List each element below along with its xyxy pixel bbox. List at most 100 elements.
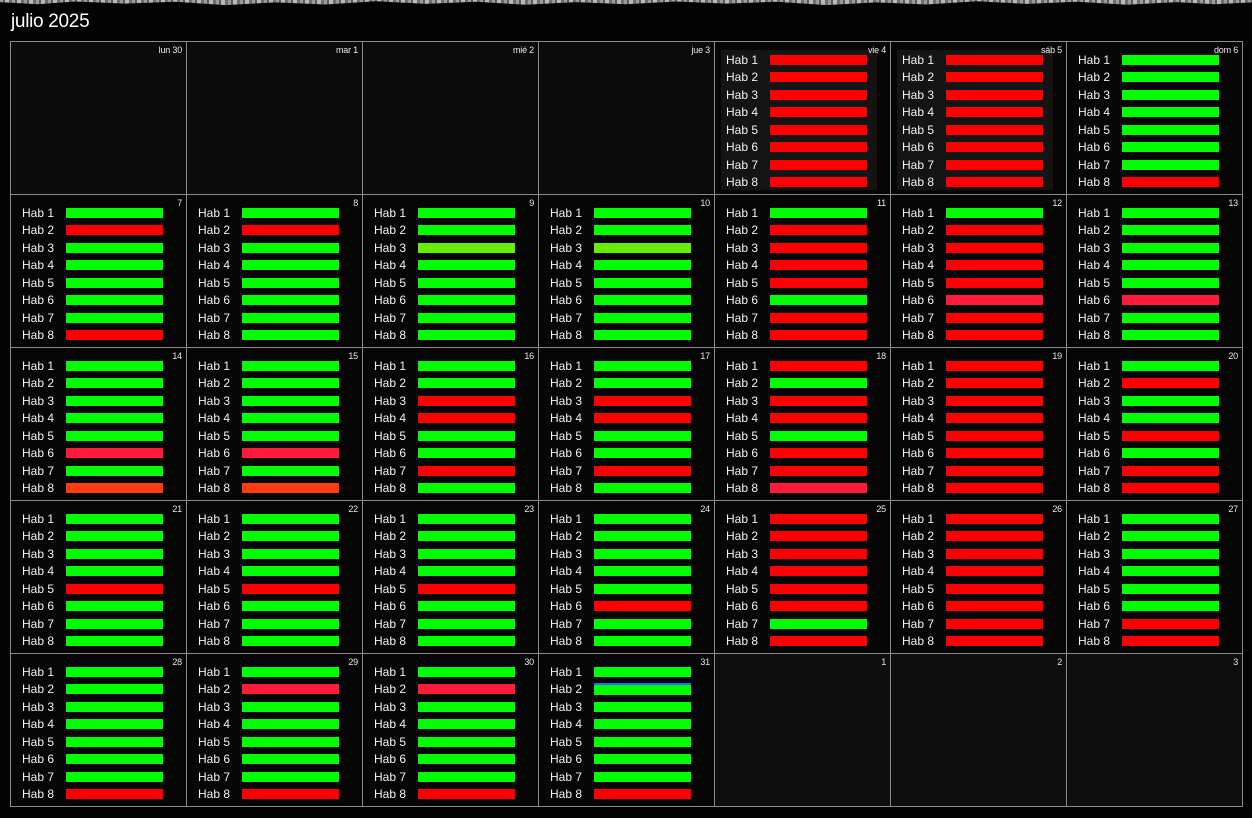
room-row[interactable]: Hab 2 [17, 682, 172, 697]
room-available-bar[interactable] [1122, 312, 1219, 323]
room-occupied-bar[interactable] [594, 465, 691, 476]
room-row[interactable]: Hab 3 [369, 546, 524, 561]
room-available-bar[interactable] [242, 771, 339, 782]
room-row[interactable]: Hab 8 [369, 634, 524, 649]
room-available-bar[interactable] [594, 719, 691, 730]
room-occupied-bar[interactable] [418, 465, 515, 476]
room-available-bar[interactable] [242, 666, 339, 677]
room-available-bar[interactable] [242, 360, 339, 371]
room-available-bar[interactable] [66, 566, 163, 577]
room-row[interactable]: Hab 7 [721, 310, 876, 325]
room-row[interactable]: Hab 7 [193, 310, 348, 325]
room-row[interactable]: Hab 7 [369, 310, 524, 325]
room-row[interactable]: Hab 4 [17, 258, 172, 273]
room-available-bar[interactable] [418, 548, 515, 559]
room-row[interactable]: Hab 2 [897, 70, 1052, 85]
room-row[interactable]: Hab 7 [17, 616, 172, 631]
room-occupied-bar[interactable] [242, 483, 339, 494]
room-occupied-bar[interactable] [946, 277, 1043, 288]
room-row[interactable]: Hab 5 [17, 428, 172, 443]
room-row[interactable]: Hab 1 [17, 664, 172, 679]
room-available-bar[interactable] [418, 719, 515, 730]
room-row[interactable]: Hab 3 [721, 546, 876, 561]
room-available-bar[interactable] [594, 548, 691, 559]
room-row[interactable]: Hab 6 [545, 446, 700, 461]
day-cell[interactable]: 24 Hab 1 Hab 2 Hab 3 Hab 4 Hab 5 Hab 6 Hab 7 Hab… [539, 501, 715, 654]
room-row[interactable]: Hab 6 [193, 293, 348, 308]
room-row[interactable]: Hab 7 [369, 463, 524, 478]
room-available-bar[interactable] [242, 312, 339, 323]
room-row[interactable]: Hab 1 [721, 511, 876, 526]
room-available-bar[interactable] [770, 430, 867, 441]
room-available-bar[interactable] [1122, 225, 1219, 236]
room-occupied-bar[interactable] [770, 636, 867, 647]
room-occupied-bar[interactable] [594, 395, 691, 406]
room-row[interactable]: Hab 3 [1073, 87, 1228, 102]
room-available-bar[interactable] [594, 754, 691, 765]
room-available-bar[interactable] [242, 736, 339, 747]
room-occupied-bar[interactable] [770, 330, 867, 341]
room-row[interactable]: Hab 1 [1073, 358, 1228, 373]
room-occupied-bar[interactable] [946, 483, 1043, 494]
room-available-bar[interactable] [594, 566, 691, 577]
room-available-bar[interactable] [66, 548, 163, 559]
room-available-bar[interactable] [66, 736, 163, 747]
room-occupied-bar[interactable] [946, 260, 1043, 271]
room-occupied-bar[interactable] [1122, 430, 1219, 441]
room-occupied-bar[interactable] [770, 124, 867, 135]
room-row[interactable]: Hab 5 [721, 428, 876, 443]
room-row[interactable]: Hab 7 [1073, 310, 1228, 325]
room-occupied-bar[interactable] [946, 54, 1043, 65]
room-row[interactable]: Hab 5 [369, 428, 524, 443]
room-occupied-bar[interactable] [242, 448, 339, 459]
room-occupied-bar[interactable] [946, 107, 1043, 118]
room-row[interactable]: Hab 6 [721, 446, 876, 461]
room-occupied-bar[interactable] [946, 513, 1043, 524]
room-available-bar[interactable] [594, 683, 691, 696]
day-cell[interactable]: 31 Hab 1 Hab 2 Hab 3 Hab 4 Hab 5 Hab 6 Hab 7 Hab… [539, 654, 715, 807]
room-row[interactable]: Hab 4 [721, 411, 876, 426]
day-cell[interactable]: 11 Hab 1 Hab 2 Hab 3 Hab 4 Hab 5 Hab 6 Hab 7 Hab… [715, 195, 891, 348]
room-available-bar[interactable] [66, 277, 163, 288]
room-row[interactable]: Hab 7 [17, 310, 172, 325]
room-available-bar[interactable] [66, 719, 163, 730]
room-available-bar[interactable] [594, 666, 691, 677]
room-occupied-bar[interactable] [1122, 177, 1219, 188]
room-occupied-bar[interactable] [242, 684, 339, 695]
room-row[interactable]: Hab 5 [193, 275, 348, 290]
room-row[interactable]: Hab 1 [369, 511, 524, 526]
room-row[interactable]: Hab 1 [193, 358, 348, 373]
room-available-bar[interactable] [1122, 107, 1219, 118]
room-row[interactable]: Hab 5 [1073, 122, 1228, 137]
room-row[interactable]: Hab 6 [17, 446, 172, 461]
room-available-bar[interactable] [1122, 413, 1219, 424]
room-row[interactable]: Hab 8 [369, 481, 524, 496]
room-occupied-bar[interactable] [770, 395, 867, 406]
room-available-bar[interactable] [418, 378, 515, 389]
day-cell[interactable]: 29 Hab 1 Hab 2 Hab 3 Hab 4 Hab 5 Hab 6 Hab 7 Hab… [187, 654, 363, 807]
room-row[interactable]: Hab 4 [1073, 105, 1228, 120]
room-row[interactable]: Hab 4 [17, 717, 172, 732]
room-occupied-bar[interactable] [1122, 295, 1219, 306]
room-row[interactable]: Hab 5 [545, 581, 700, 596]
room-row[interactable]: Hab 4 [193, 717, 348, 732]
room-available-bar[interactable] [594, 448, 691, 459]
room-row[interactable]: Hab 6 [545, 599, 700, 614]
room-row[interactable]: Hab 2 [545, 376, 700, 391]
room-available-bar[interactable] [418, 666, 515, 677]
room-row[interactable]: Hab 5 [721, 275, 876, 290]
room-row[interactable]: Hab 4 [545, 717, 700, 732]
room-row[interactable]: Hab 4 [1073, 564, 1228, 579]
room-occupied-bar[interactable] [1122, 636, 1219, 647]
room-row[interactable]: Hab 3 [369, 240, 524, 255]
room-row[interactable]: Hab 3 [1073, 240, 1228, 255]
room-row[interactable]: Hab 1 [193, 205, 348, 220]
room-available-bar[interactable] [418, 448, 515, 459]
room-row[interactable]: Hab 7 [721, 616, 876, 631]
room-available-bar[interactable] [594, 242, 691, 253]
room-occupied-bar[interactable] [946, 225, 1043, 236]
room-available-bar[interactable] [418, 754, 515, 765]
room-row[interactable]: Hab 6 [545, 752, 700, 767]
room-row[interactable]: Hab 4 [17, 411, 172, 426]
room-row[interactable]: Hab 1 [721, 205, 876, 220]
